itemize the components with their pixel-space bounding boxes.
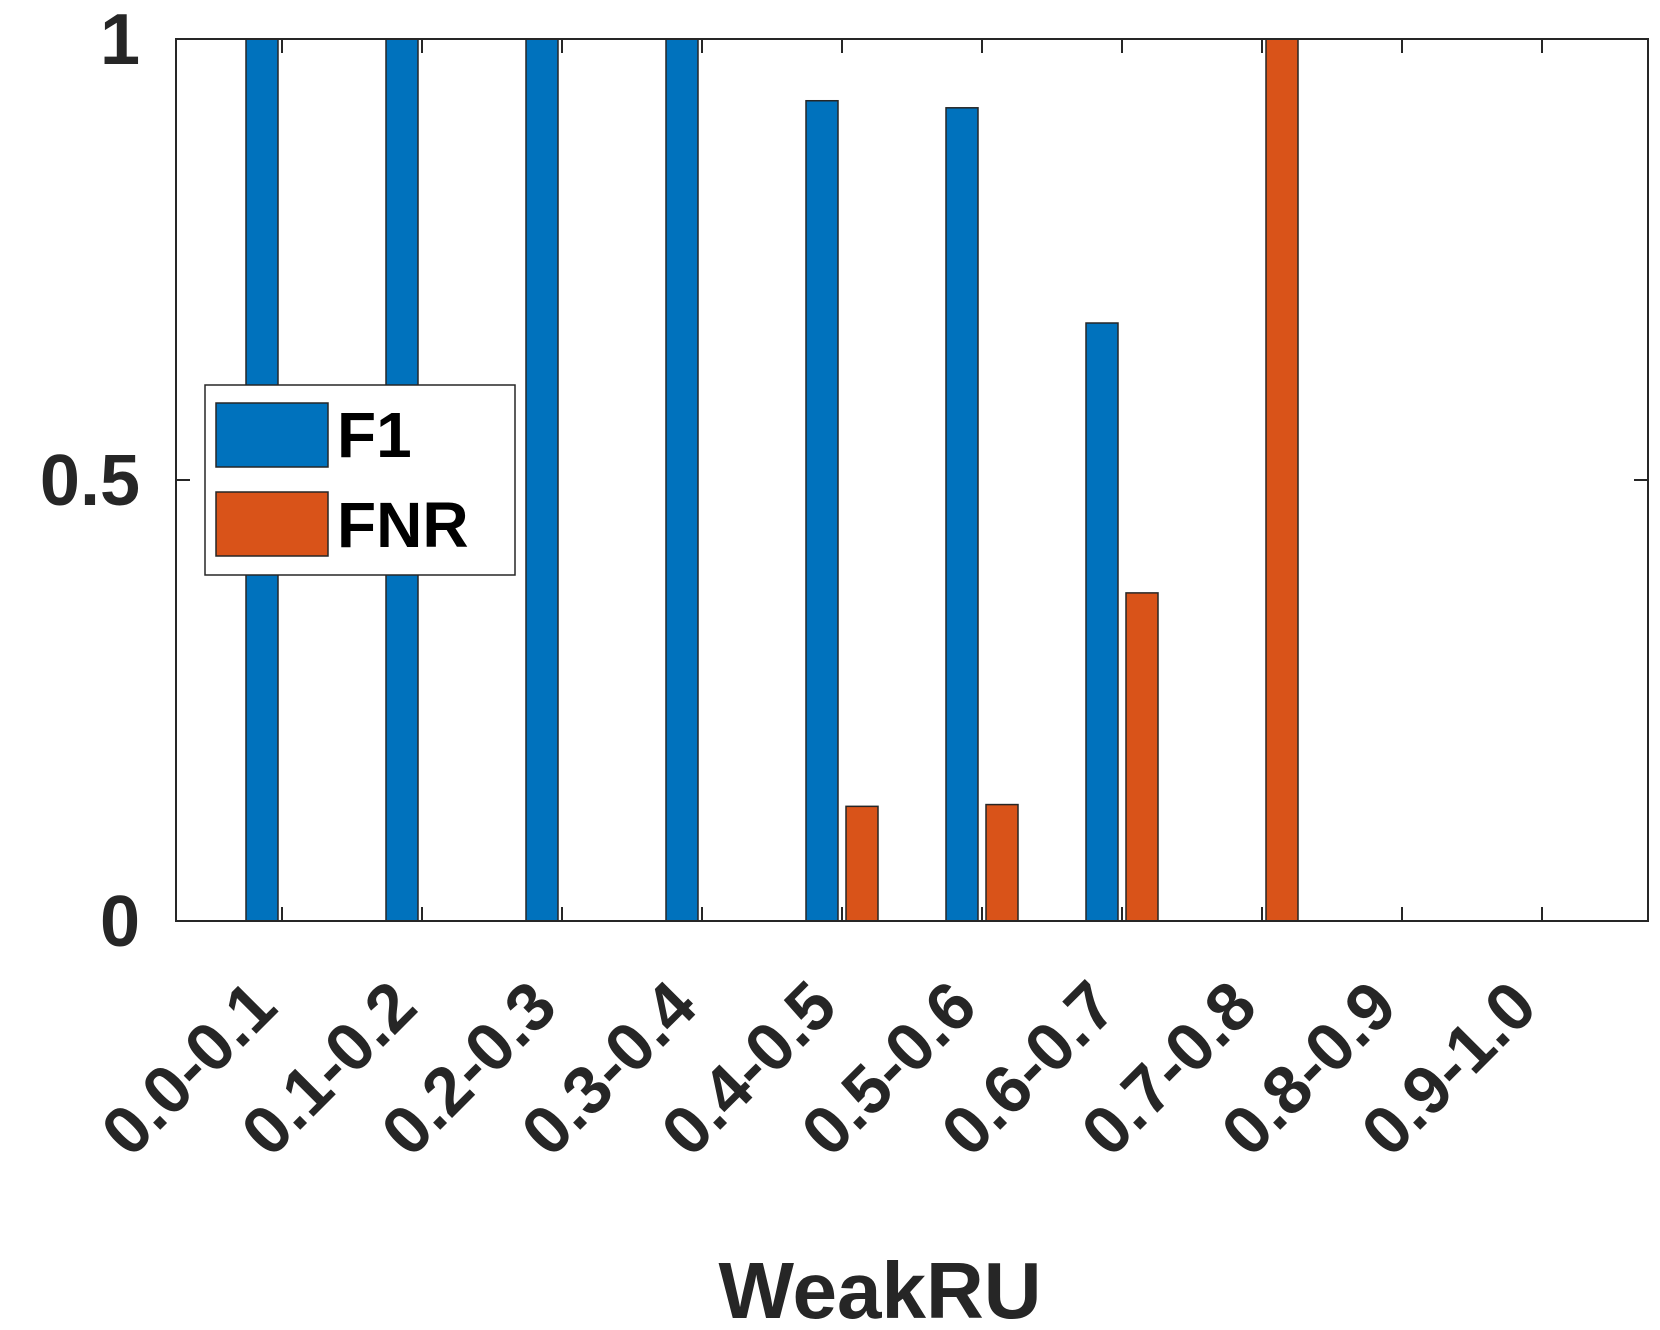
plot-frame (175, 38, 1649, 922)
bars-group (245, 38, 1299, 922)
bar-fnr-0.7-0.8 (1265, 38, 1299, 922)
bar-f1-0.3-0.4 (665, 38, 699, 922)
bar-f1-0.5-0.6 (945, 107, 979, 922)
y-tick-labels: 00.51 (40, 0, 140, 962)
legend-label-fnr: FNR (337, 489, 469, 561)
legend-swatch-fnr (215, 491, 329, 557)
legend-label-f1: F1 (337, 399, 412, 471)
bar-fnr-0.4-0.5 (845, 805, 879, 922)
bar-fnr-0.5-0.6 (985, 803, 1019, 922)
bar-fnr-0.6-0.7 (1125, 592, 1159, 922)
y-tick-label: 1 (100, 0, 140, 80)
legend[interactable]: F1 FNR (204, 384, 516, 576)
y-tick-label: 0.5 (40, 441, 140, 521)
bar-f1-0.2-0.3 (525, 38, 559, 922)
x-tick-labels: 0.0-0.10.1-0.20.2-0.30.3-0.40.4-0.50.5-0… (87, 967, 1550, 1171)
x-axis-label: WeakRU (718, 1246, 1041, 1330)
y-tick-label: 0 (100, 882, 140, 962)
bar-f1-0.4-0.5 (805, 99, 839, 922)
bar-f1-0.6-0.7 (1085, 322, 1119, 922)
legend-swatch-f1 (215, 402, 329, 468)
